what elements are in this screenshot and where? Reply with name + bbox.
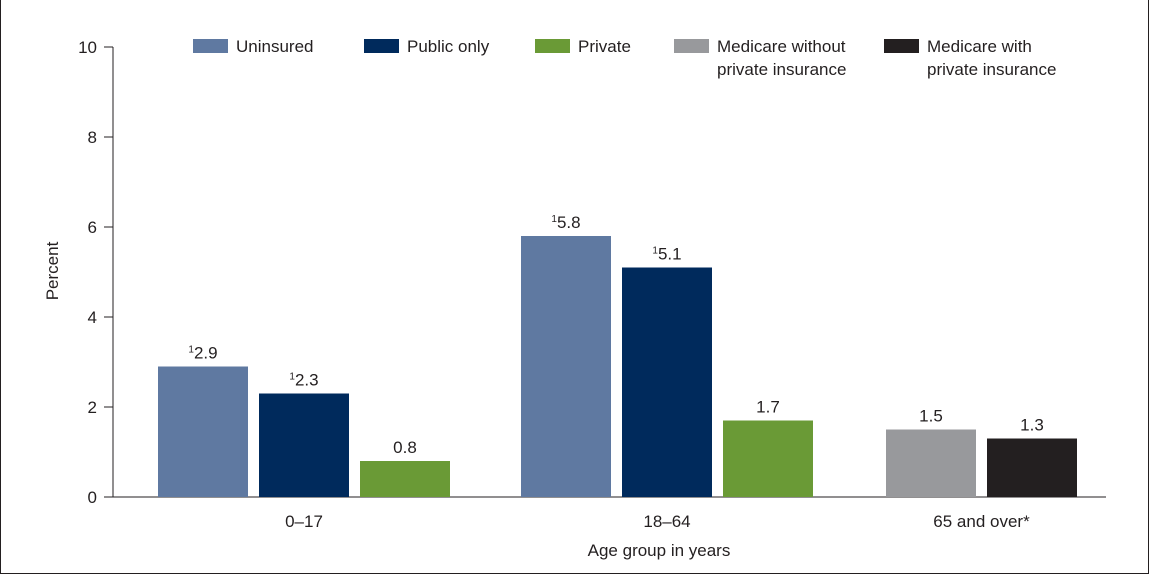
legend-swatch: [193, 39, 228, 53]
x-tick-label: 18–64: [643, 512, 690, 531]
data-label-value: 5.1: [658, 245, 682, 264]
data-label-value: 2.3: [295, 371, 319, 390]
footnote-marker: 1: [188, 345, 194, 356]
y-axis-label: Percent: [43, 241, 62, 300]
y-tick-label: 10: [78, 38, 97, 57]
data-label: 15.1: [652, 245, 681, 264]
data-label-value: 2.9: [194, 344, 218, 363]
bar: [259, 393, 349, 497]
footnote-marker: 1: [652, 246, 658, 257]
legend-label: Public only: [407, 37, 490, 56]
y-tick-label: 6: [88, 218, 97, 237]
value-labels: 12.912.30.815.815.11.7 1.5 1.3: [188, 213, 1043, 457]
data-label: 12.9: [188, 344, 217, 363]
legend: Uninsured Public only Private Medicare with…: [193, 37, 1056, 79]
bar: [886, 429, 976, 497]
legend-label: Uninsured: [236, 37, 314, 56]
x-tick-label: 0–17: [285, 512, 323, 531]
data-label: 15.8: [551, 213, 580, 232]
data-label-value: 5.8: [557, 213, 581, 232]
legend-label: private insurance: [717, 60, 846, 79]
legend-label: private insurance: [927, 60, 1056, 79]
bar: [622, 267, 712, 497]
footnote-marker: 1: [289, 372, 295, 383]
legend-swatch: [674, 39, 709, 53]
legend-label: Private: [578, 37, 631, 56]
data-label: 12.3: [289, 371, 318, 390]
data-label: 1.7: [756, 398, 780, 417]
y-tick-label: 4: [88, 308, 97, 327]
bar: [158, 366, 248, 497]
x-axis-label: Age group in years: [588, 541, 731, 560]
legend-swatch: [364, 39, 399, 53]
y-ticks: 0 2 4 6 8 10: [78, 38, 113, 507]
legend-swatch: [884, 39, 919, 53]
legend-label: Medicare with: [927, 37, 1032, 56]
bar: [723, 420, 813, 497]
y-tick-label: 2: [88, 398, 97, 417]
x-tick-labels: 0–17 18–64 65 and over*: [285, 512, 1030, 531]
legend-swatch: [535, 39, 570, 53]
bars: [158, 236, 1077, 497]
data-label: 1.5: [919, 407, 943, 426]
x-tick-label: 65 and over*: [933, 512, 1030, 531]
bar: [360, 461, 450, 497]
bar: [987, 438, 1077, 497]
y-tick-label: 8: [88, 128, 97, 147]
y-tick-label: 0: [88, 488, 97, 507]
bar: [521, 236, 611, 497]
data-label: 0.8: [393, 438, 417, 457]
footnote-marker: 1: [551, 214, 557, 225]
data-label: 1.3: [1020, 416, 1044, 435]
legend-label: Medicare without: [717, 37, 846, 56]
